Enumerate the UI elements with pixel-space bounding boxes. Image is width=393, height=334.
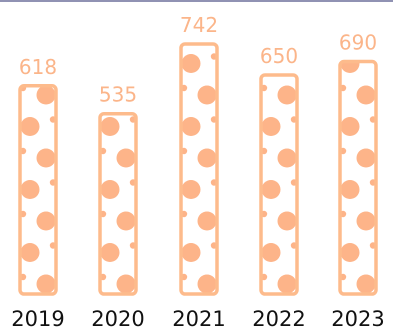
dot-large (340, 61, 360, 73)
dot-large (36, 148, 56, 168)
dot-large (116, 211, 136, 231)
category-label-2019: 2019 (11, 307, 64, 331)
dot-large (277, 211, 297, 231)
dot-large (356, 148, 376, 168)
category-label-2021: 2021 (172, 307, 225, 331)
category-label-2022: 2022 (252, 307, 305, 331)
bar-2019 (18, 84, 58, 296)
bar-dot-pattern (261, 84, 297, 294)
bar-dot-pattern (340, 61, 376, 294)
bar-2020 (98, 111, 138, 296)
dot-large (36, 211, 56, 231)
dot-large (181, 54, 201, 73)
dot-large (36, 274, 56, 294)
dot-large (116, 274, 136, 294)
dot-large (261, 117, 281, 136)
bar-2021 (179, 42, 219, 296)
dot-large (116, 148, 136, 168)
value-label-2023: 690 (339, 31, 377, 55)
value-labels-group: 618 535 742 650 690 (19, 13, 377, 107)
dot-large (197, 274, 217, 294)
dot-large (181, 180, 201, 199)
dot-large (340, 180, 360, 199)
bars-group (18, 42, 378, 296)
value-label-2022: 650 (260, 44, 298, 68)
dot-large (20, 180, 40, 199)
dot-large (356, 274, 376, 294)
dot-large (277, 274, 297, 294)
dot-large (261, 243, 281, 262)
dot-large (181, 117, 201, 136)
bar-dot-pattern (20, 85, 56, 294)
dot-large (197, 211, 217, 231)
value-label-2021: 742 (180, 13, 218, 37)
dot-large (261, 180, 281, 199)
bar-dot-pattern (100, 116, 136, 294)
bar-outline (338, 59, 378, 296)
value-label-2020: 535 (99, 83, 137, 107)
dot-large (277, 85, 297, 105)
category-label-2023: 2023 (331, 307, 384, 331)
value-label-2019: 618 (19, 55, 57, 79)
bar-outline (259, 73, 299, 296)
bar-outline (179, 42, 219, 296)
dot-large (100, 243, 120, 262)
bar-2022 (259, 73, 299, 296)
dot-large (100, 180, 120, 199)
dot-large (277, 148, 297, 168)
dot-large (36, 85, 56, 105)
dot-large (20, 243, 40, 262)
dot-large (340, 117, 360, 136)
dot-large (100, 117, 120, 136)
category-labels-group: 2019 2020 2021 2022 2023 (11, 307, 384, 331)
bar-outline (18, 84, 58, 296)
dot-large (340, 243, 360, 262)
dot-large (181, 243, 201, 262)
dot-large (20, 117, 40, 136)
bar-2023 (338, 59, 378, 296)
dot-large (197, 148, 217, 168)
bar-outline (98, 111, 138, 296)
dot-large (356, 85, 376, 105)
dot-large (197, 85, 217, 105)
dot-large (356, 211, 376, 231)
category-label-2020: 2020 (91, 307, 144, 331)
bar-dot-pattern (181, 53, 217, 294)
